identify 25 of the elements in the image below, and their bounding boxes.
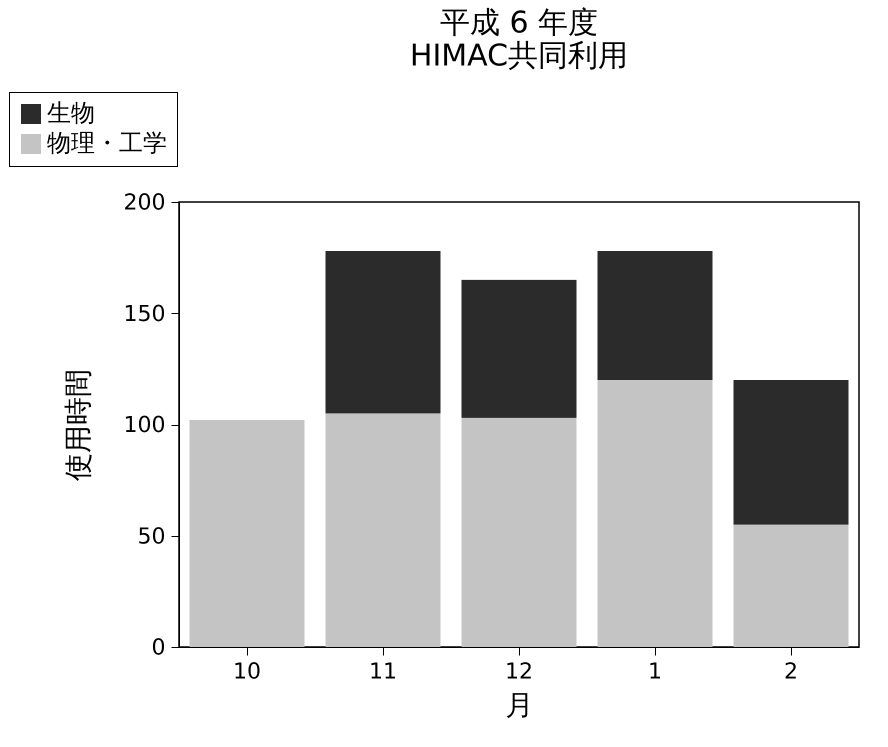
y-tick-label: 200	[124, 190, 166, 216]
bar	[462, 418, 576, 647]
bar	[190, 420, 304, 647]
y-tick-label: 150	[124, 302, 166, 327]
bar	[734, 380, 848, 525]
y-tick-label: 100	[124, 413, 166, 438]
x-tick-label: 2	[784, 660, 798, 684]
y-tick-label: 50	[138, 524, 166, 550]
bar	[462, 280, 576, 418]
chart-subtitle: HIMAC共同利用	[410, 38, 628, 74]
chart-title: 平成 6 年度	[440, 6, 598, 40]
bar	[598, 380, 712, 647]
x-tick-label: 12	[505, 660, 533, 684]
bar	[734, 524, 848, 647]
x-tick-label: 1	[648, 660, 662, 684]
x-tick-label: 10	[233, 660, 261, 684]
bar	[598, 250, 712, 380]
x-tick-label: 11	[369, 660, 397, 684]
y-axis-title: 使用時間	[62, 369, 95, 481]
bar	[326, 413, 440, 647]
legend-label: 生物	[47, 99, 95, 127]
y-tick-label: 0	[152, 636, 166, 660]
legend-label: 物理・工学	[47, 129, 167, 157]
x-axis-title: 月	[506, 688, 534, 722]
bar	[326, 250, 440, 414]
